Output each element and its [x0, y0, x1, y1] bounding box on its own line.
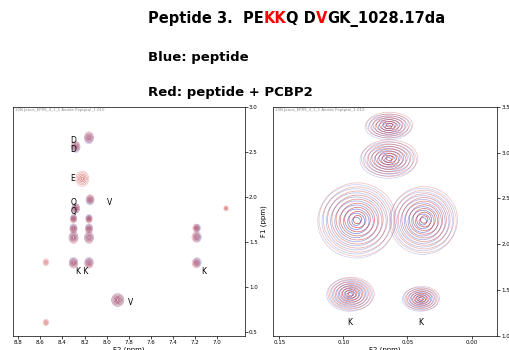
- Text: 10N Janus_EPRS_4_1_1 Amide Peptptal_1.010: 10N Janus_EPRS_4_1_1 Amide Peptptal_1.01…: [15, 108, 104, 112]
- Text: Peptide 3.  PE: Peptide 3. PE: [148, 12, 263, 26]
- Text: 10N Janus_EPRS_4_1_1 Amide Peptptal_1.010: 10N Janus_EPRS_4_1_1 Amide Peptptal_1.01…: [274, 108, 364, 112]
- Y-axis label: F1 (ppm): F1 (ppm): [260, 205, 267, 237]
- Text: Q: Q: [70, 206, 76, 216]
- X-axis label: F2 (ppm): F2 (ppm): [369, 346, 400, 350]
- Text: D: D: [70, 135, 76, 145]
- Text: V: V: [128, 298, 133, 307]
- Text: V: V: [316, 12, 327, 26]
- Text: Q: Q: [70, 197, 76, 206]
- Text: V: V: [107, 198, 112, 208]
- Text: K: K: [417, 318, 422, 327]
- Text: E: E: [70, 174, 75, 183]
- Text: KK: KK: [263, 12, 286, 26]
- Text: K: K: [201, 267, 206, 276]
- Text: Q D: Q D: [286, 12, 316, 26]
- Text: Red: peptide + PCBP2: Red: peptide + PCBP2: [148, 86, 312, 99]
- Text: D: D: [70, 145, 76, 154]
- Text: GK_1028.17da: GK_1028.17da: [327, 11, 445, 27]
- Text: K: K: [347, 318, 352, 327]
- Text: Blue: peptide: Blue: peptide: [148, 51, 248, 64]
- X-axis label: F2 (ppm): F2 (ppm): [112, 346, 145, 350]
- Text: K K: K K: [76, 267, 89, 276]
